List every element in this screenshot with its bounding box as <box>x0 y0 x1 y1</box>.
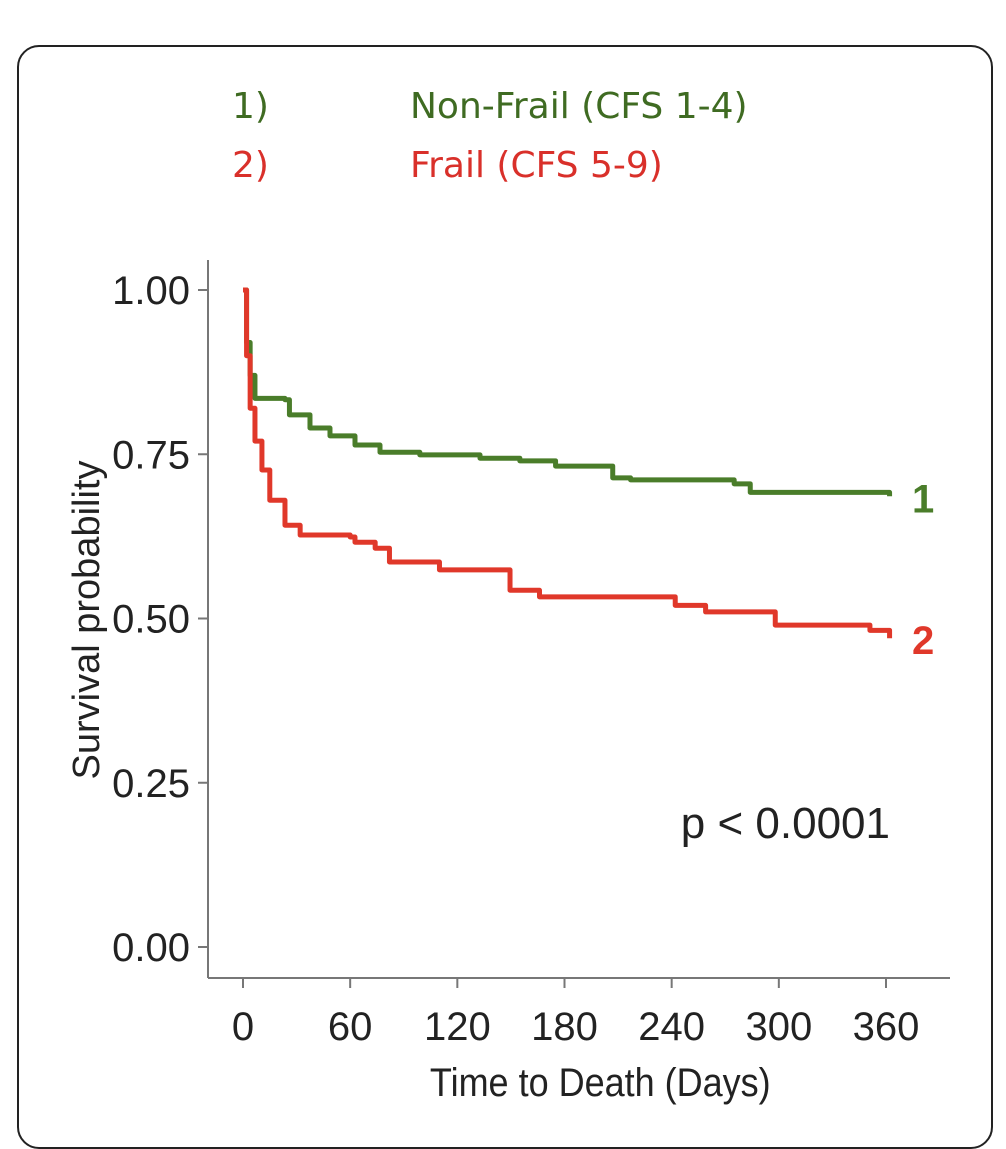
y-tick-label: 1.00 <box>112 269 190 313</box>
y-tick-label: 0.75 <box>112 433 190 477</box>
curve-end-label-2: 2 <box>912 619 934 663</box>
y-tick-label: 0.25 <box>112 762 190 806</box>
x-tick-label: 300 <box>745 1005 812 1049</box>
legend-label-1: Non-Frail (CFS 1-4) <box>410 86 748 127</box>
y-axis-label: Survival probability <box>66 461 108 780</box>
survival-curve-2 <box>243 287 893 639</box>
survival-curve-1 <box>243 287 893 497</box>
p-value-annotation: p < 0.0001 <box>681 799 890 848</box>
x-tick-label: 360 <box>853 1005 920 1049</box>
x-tick-label: 240 <box>638 1005 705 1049</box>
x-tick-label: 60 <box>328 1005 373 1049</box>
x-tick-label: 120 <box>424 1005 491 1049</box>
curve-end-label-1: 1 <box>912 477 934 521</box>
km-chart: 0 60 120 180 240 300 360 0.00 0.25 0.50 0.75 1.00 1… <box>66 260 950 1105</box>
x-tick-label: 0 <box>232 1005 254 1049</box>
legend-num-1: 1) <box>232 86 269 127</box>
legend-num-2: 2) <box>232 145 269 186</box>
y-tick-label: 0.00 <box>112 926 190 970</box>
y-tick-label: 0.50 <box>112 598 190 642</box>
x-axis-label: Time to Death (Days) <box>430 1061 771 1105</box>
x-tick-label: 180 <box>531 1005 598 1049</box>
legend-label-2: Frail (CFS 5-9) <box>410 145 663 186</box>
